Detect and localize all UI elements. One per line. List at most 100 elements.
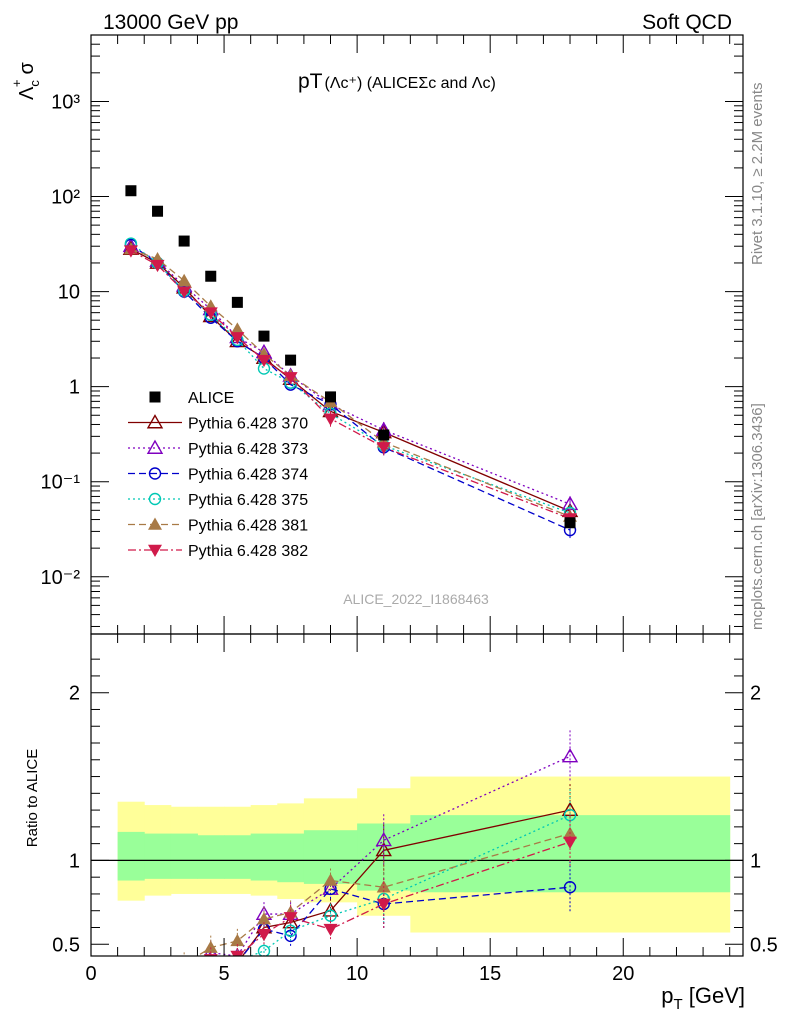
inner-uncertainty-band	[170, 833, 198, 879]
ratio-point	[151, 972, 165, 984]
x-tick-label: 5	[218, 963, 229, 985]
legend-label: ALICE	[188, 390, 234, 407]
data-point	[152, 205, 164, 217]
legend-entry: Pythia 6.428 381	[128, 517, 308, 535]
inner-uncertainty-band	[250, 833, 278, 881]
ratio-point	[151, 978, 165, 990]
ratio-point	[125, 977, 136, 988]
series-pythia-6-428-382	[123, 245, 578, 527]
legend-label: Pythia 6.428 382	[188, 543, 308, 560]
legend-marker	[149, 391, 161, 403]
data-point	[258, 330, 270, 342]
plot-title-main: pT (Λc⁺) (ALICEΣc and Λc)	[298, 70, 496, 93]
data-point	[202, 307, 219, 323]
x-tick-label: 10	[346, 963, 368, 985]
main-panel: 10⁻² 10⁻¹ 1 10 10² 10³ pT (Λc⁺) (ALICEΣc and Λ…	[9, 34, 744, 635]
ratio-point	[230, 933, 245, 947]
header-collision-label: 13000 GeV pp	[103, 11, 238, 34]
x-axis-label: pT [GeV]	[661, 983, 745, 1013]
legend-label: Pythia 6.428 370	[188, 416, 308, 433]
legend-label: Pythia 6.428 373	[188, 441, 308, 458]
ratio-y-tick-label-left: 0.5	[52, 934, 80, 956]
ratio-point	[152, 974, 163, 985]
ratio-point	[124, 981, 138, 993]
ratio-line	[196, 832, 571, 956]
main-series-layer	[122, 185, 579, 539]
legend: ALICE Pythia 6.428 370 Pythia 6.428 373 Pyt…	[128, 390, 308, 560]
legend-entry: ALICE	[149, 390, 234, 407]
uncertainty-bands	[117, 776, 731, 933]
data-point	[376, 442, 391, 455]
ratio-point	[203, 940, 218, 953]
legend-label: Pythia 6.428 374	[188, 467, 308, 484]
data-point	[285, 354, 297, 366]
series-line	[130, 249, 571, 520]
ratio-point	[125, 976, 136, 987]
ratio-line	[232, 841, 571, 956]
ratio-point	[284, 924, 297, 938]
ratio-point	[179, 972, 190, 983]
ratio-point	[233, 954, 241, 956]
analysis-watermark: ALICE_2022_I1868463	[343, 591, 489, 607]
inner-uncertainty-band	[224, 835, 252, 879]
legend-label: Pythia 6.428 375	[188, 492, 308, 509]
legend-entry: Pythia 6.428 375	[128, 492, 308, 509]
ratio-panel-ticks	[90, 634, 743, 956]
x-tick-label: 20	[612, 963, 634, 985]
data-point	[564, 517, 576, 529]
y-tick-label: 10	[58, 282, 80, 304]
data-point	[178, 235, 190, 247]
ratio-panel-frame	[90, 633, 744, 957]
legend-marker	[148, 492, 162, 506]
svg-text:Λc+σ: Λc+σ	[9, 62, 42, 100]
ratio-y-tick-label-left: 1	[69, 850, 80, 872]
data-point	[177, 273, 192, 286]
data-point	[230, 322, 245, 335]
legend-marker	[148, 544, 162, 557]
x-tick-label: 15	[479, 963, 501, 985]
ratio-point	[230, 950, 245, 956]
ratio-y-tick-labels: 0.5 0.5 1 1 2 2	[52, 683, 778, 957]
y-tick-label: 10⁻²	[41, 567, 81, 589]
series-line	[130, 245, 571, 505]
data-point	[150, 259, 165, 273]
ratio-panel: 0.5 0.5 1 1 2 2 0 5 10 15 20 Ratio to ALICE pT [G…	[24, 633, 778, 1013]
ratio-point	[257, 944, 271, 956]
data-point	[378, 429, 390, 441]
ratio-point	[561, 748, 579, 763]
data-point	[325, 391, 337, 403]
ratio-point	[376, 898, 391, 912]
legend-entry: Pythia 6.428 382	[128, 543, 308, 560]
y-tick-label: 10²	[51, 187, 80, 209]
ratio-point	[563, 836, 578, 849]
data-point	[177, 286, 192, 299]
data-point	[230, 332, 245, 345]
data-point	[323, 413, 338, 426]
inner-uncertainty-band	[277, 833, 305, 883]
ratio-y-axis-label: Ratio to ALICE	[24, 749, 41, 847]
ratio-point	[205, 957, 216, 968]
ratio-point	[236, 954, 239, 956]
y-tick-label: 10⁻¹	[41, 472, 81, 494]
ratio-point	[124, 978, 138, 990]
ratio-point	[283, 912, 298, 925]
ratio-point	[151, 969, 165, 981]
legend-marker	[146, 439, 164, 454]
ratio-pythia-6-428-382	[151, 815, 578, 990]
ratio-point	[256, 912, 271, 925]
ratio-point	[177, 974, 191, 986]
ratio-y-tick-label-right: 0.5	[750, 934, 778, 956]
x-tick-label: 0	[85, 963, 96, 985]
legend-marker	[148, 467, 162, 480]
ratio-point	[152, 974, 163, 985]
ratio-y-tick-label-left: 2	[69, 683, 80, 705]
mcplots-reference-label: mcplots.cern.ch [arXiv:1306.3436]	[749, 403, 766, 630]
ratio-point	[177, 957, 191, 969]
ratio-point	[205, 961, 216, 972]
data-point	[125, 185, 137, 197]
ratio-point	[563, 881, 577, 894]
main-panel-y-tick-labels: 10⁻² 10⁻¹ 1 10 10² 10³	[41, 91, 81, 588]
data-point	[231, 296, 243, 308]
legend-marker	[146, 414, 164, 429]
